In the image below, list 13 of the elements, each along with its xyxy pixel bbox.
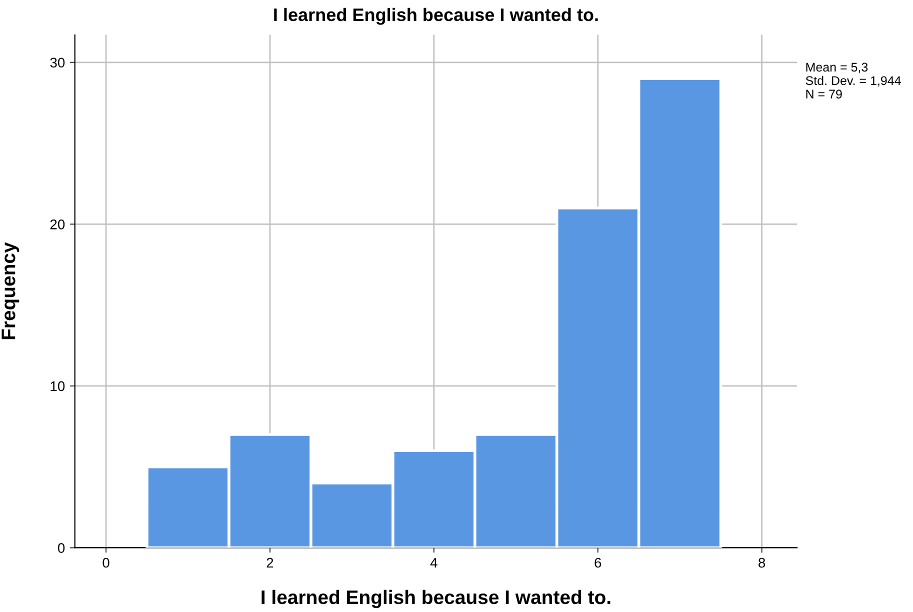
y-tick-label: 0: [58, 543, 65, 553]
x-tick-label: 8: [758, 558, 766, 568]
x-tick-label: 2: [266, 558, 274, 568]
y-axis-title: Frequency: [2, 242, 20, 340]
x-tick-label: 4: [430, 558, 438, 568]
y-tick-label: 30: [50, 58, 65, 68]
y-tick-label: 20: [50, 220, 65, 230]
x-tick-label: 6: [594, 558, 602, 568]
chart-title: I learned English because I wanted to.: [274, 8, 598, 25]
text: Mean = 5,3 Std. Dev. = 1,944 N = 79: [806, 62, 901, 99]
x-tick-label: 0: [102, 558, 110, 568]
x-axis-title: I learned English because I wanted to.: [262, 590, 610, 608]
y-tick-label: 10: [50, 381, 65, 392]
